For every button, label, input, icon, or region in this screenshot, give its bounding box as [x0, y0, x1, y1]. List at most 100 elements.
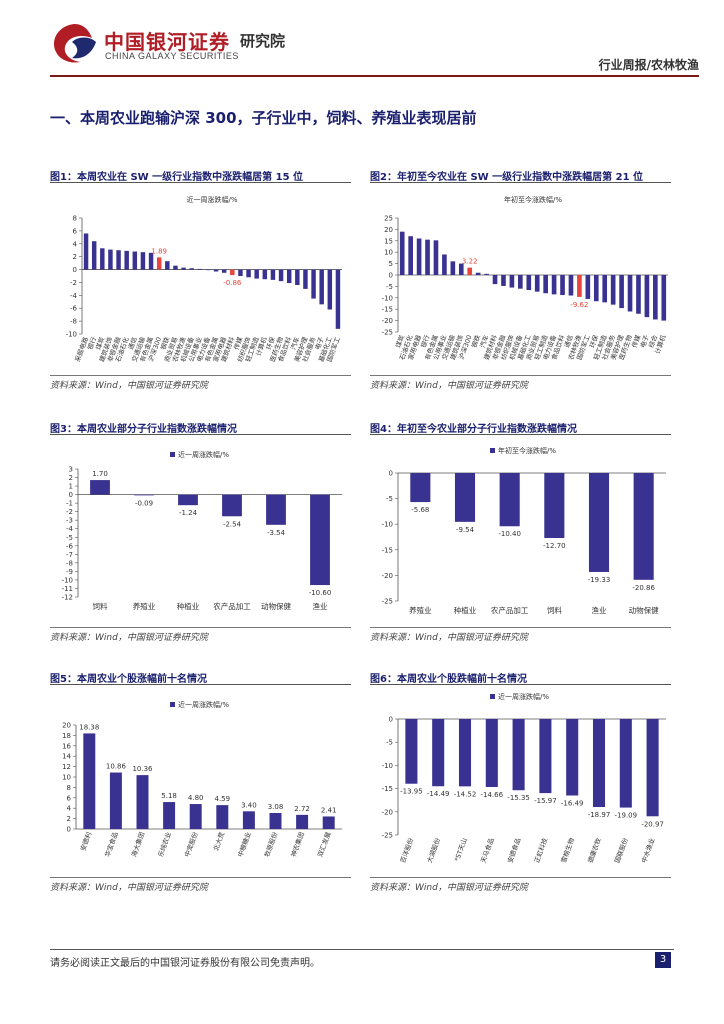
fig5-value-label: 4.80 [188, 794, 204, 802]
fig3-y-tick-label: -2 [66, 508, 73, 516]
fig6-x-tick-label: 正虹科技 [532, 836, 550, 864]
fig2-bar [543, 275, 548, 294]
fig3-x-tick-label: 农产品加工 [213, 601, 251, 611]
fig3-x-tick-label: 渔业 [313, 601, 328, 611]
fig2-highlight-label: 3.22 [462, 258, 478, 266]
fig4-bar [454, 473, 476, 522]
fig1-bar [295, 269, 300, 286]
fig5-y-tick-label: 8 [67, 784, 71, 792]
fig2-bar [593, 275, 599, 302]
fig1-bar [156, 257, 162, 270]
fig1-bar [197, 268, 203, 270]
fig6-value-label: -18.97 [588, 811, 611, 819]
fig4-value-label: -19.33 [588, 576, 611, 584]
fig6-value-label: -14.49 [427, 790, 450, 798]
fig1-x-tick-label: 通信 [126, 335, 139, 351]
fig2-bar [484, 273, 489, 275]
fig3-y-tick-label: 0 [69, 491, 73, 499]
fig3-y-tick-label: -3 [66, 517, 73, 525]
fig3-caption-rule [50, 434, 351, 435]
fig5-value-label: 3.40 [241, 801, 257, 809]
fig1-bar [213, 269, 219, 272]
fig2-x-tick-label: 电子 [638, 333, 651, 349]
fig2-y-tick-label: 25 [384, 215, 393, 223]
fig5-legend: 近一周涨跌幅/% [170, 700, 229, 709]
fig1-x-tick-label: 银行 [85, 335, 98, 351]
fig6-x-tick-label: 中水渔业 [639, 836, 657, 864]
fig2-bar [560, 275, 565, 296]
fig3-bar [178, 494, 198, 506]
fig5-value-label: 10.36 [132, 765, 153, 773]
fig2-bar [501, 275, 506, 286]
fig4-x-tick-label: 动物保健 [629, 605, 659, 615]
fig1-bar [303, 269, 308, 289]
fig4-x-tick-label: 饲料 [547, 605, 562, 615]
fig2-x-tick-label: 环保 [587, 333, 600, 349]
fig6-x-tick-label: 大湖股份 [425, 836, 443, 864]
fig1-bar [327, 269, 333, 310]
fig1-bar [108, 249, 113, 270]
fig3-y-tick-label: -4 [66, 525, 74, 533]
fig3-x-tick-label: 动物保健 [261, 601, 291, 611]
fig5-y-tick-label: 14 [62, 753, 71, 761]
fig6-x-tick-label: 天马食品 [478, 837, 495, 865]
fig6-value-label: -13.95 [400, 788, 423, 796]
fig1-bar [238, 269, 243, 276]
fig1-source: 资料来源：Wind，中国银河证券研究院 [50, 381, 208, 391]
fig2-legend-label: 年初至今涨跌幅/% [504, 195, 562, 204]
fig6-bar [592, 719, 606, 808]
fig6-y-tick-label: -5 [386, 739, 393, 747]
fig1-x-tick-label: 传媒 [231, 335, 244, 351]
fig6-caption: 图6：本周农业个股跌幅前十名情况 [370, 674, 527, 685]
fig2-bar [602, 275, 608, 303]
fig6-x-tick-label: 雪榕生物 [559, 836, 577, 864]
fig2-caption-rule [370, 182, 671, 183]
fig5-bar [269, 812, 282, 829]
fig1-bar [116, 250, 121, 270]
fig5-bar [189, 804, 202, 829]
fig5-value-label: 2.41 [321, 806, 337, 814]
fig2-bar [425, 239, 430, 275]
fig3-y-tick-label: -8 [66, 559, 73, 567]
fig4-chart: 年初至今涨跌幅/% 0 -5 -10 -15 -20 -25 -5.68 养殖业 -9.54 种植业… [382, 446, 666, 615]
fig4-legend-label: 年初至今涨跌幅/% [498, 446, 556, 455]
fig1-y-tick-label: 2 [73, 253, 77, 261]
fig2-bar [568, 275, 574, 296]
fig3-value-label: -2.54 [223, 520, 242, 528]
fig3-bar [90, 480, 110, 495]
fig3-legend-label: 近一周涨跌幅/% [178, 450, 229, 459]
fig3-y-tick-label: -11 [62, 585, 73, 593]
fig3-legend: 近一周涨跌幅/% [170, 450, 229, 459]
fig3-y-tick-label: -5 [66, 534, 73, 542]
fig6-bar [432, 719, 445, 787]
fig3-y-tick-label: -10 [62, 576, 73, 584]
fig2-source-rule [370, 375, 671, 376]
fig5-bar [322, 816, 335, 829]
fig6-value-label: -15.35 [507, 794, 530, 802]
fig2-bar [627, 275, 633, 312]
fig6-source-rule [370, 877, 671, 878]
fig5-x-tick-label: 安德利 [78, 831, 93, 852]
fig2-bar [619, 275, 624, 309]
logo: 中国银河证券 CHINA GALAXY SECURITIES 研究院 [48, 20, 348, 66]
fig4-value-label: -12.70 [543, 542, 566, 550]
fig3-value-label: -0.09 [135, 499, 153, 507]
fig5-y-tick-label: 6 [67, 794, 72, 802]
fig2-x-tick-label: 传媒 [629, 333, 642, 349]
fig5-y-tick-label: 0 [67, 826, 71, 834]
fig4-legend: 年初至今涨跌幅/% [490, 446, 556, 455]
fig5-bar [216, 805, 229, 829]
fig4-source: 资料来源：Wind，中国银河证券研究院 [370, 633, 528, 643]
fig5-y-tick-label: 10 [62, 774, 71, 782]
fig5-x-tick-label: 华宝食品 [102, 831, 119, 859]
fig3-value-label: 1.70 [92, 470, 108, 478]
fig2-chart: 年初至今涨跌幅/%2520151050-5-10-15-20-25煤炭石油石化家… [382, 195, 668, 361]
fig6-caption-rule [370, 684, 671, 685]
fig4-y-tick-label: -15 [382, 546, 393, 554]
fig1-x-tick-label: 煤炭 [93, 335, 106, 351]
institute-label: 研究院 [240, 32, 286, 50]
fig3-source: 资料来源：Wind，中国银河证券研究院 [50, 633, 208, 643]
fig5-x-tick-label: 海大集团 [129, 831, 146, 859]
fig4-bar [410, 473, 431, 503]
fig6-x-tick-label: *ST天山 [452, 837, 469, 863]
